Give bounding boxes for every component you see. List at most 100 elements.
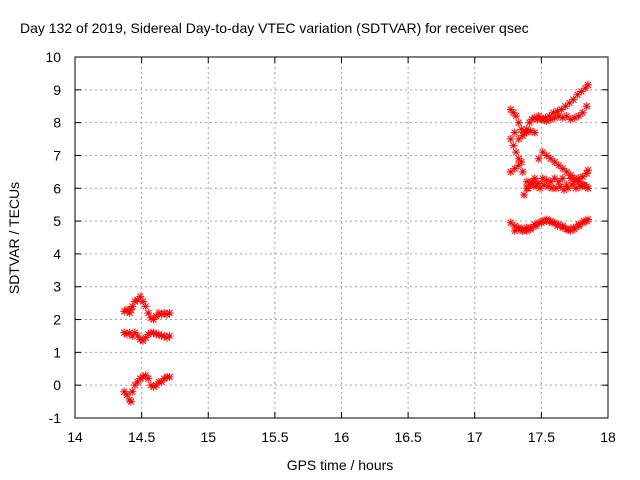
data-point xyxy=(162,310,171,319)
data-point xyxy=(545,112,554,121)
series-track-C xyxy=(120,371,174,406)
data-point xyxy=(568,180,577,189)
data-point xyxy=(522,223,531,232)
data-point xyxy=(520,190,529,199)
series-track-H xyxy=(524,180,593,194)
data-point xyxy=(510,128,519,137)
data-point xyxy=(554,177,563,186)
data-point xyxy=(126,397,135,406)
x-tick-label: 17.5 xyxy=(528,429,555,445)
data-point xyxy=(532,222,541,231)
data-point xyxy=(136,374,145,383)
data-point xyxy=(558,174,567,183)
data-point xyxy=(549,108,558,117)
y-tick-label: 3 xyxy=(53,279,61,295)
axis-ticks: 14 14.5 15 15.5 16 16.5 17 17.5 18 -1 0 1 2 3 4 5 6 7 8 9 10 xyxy=(45,49,616,445)
data-point xyxy=(126,305,135,314)
data-point xyxy=(548,218,557,227)
data-point xyxy=(584,184,593,193)
data-point xyxy=(136,292,145,301)
series-track-D xyxy=(506,80,593,137)
data-points xyxy=(120,80,593,406)
data-point xyxy=(574,220,583,229)
data-point xyxy=(572,184,581,193)
data-point xyxy=(518,226,527,235)
data-point xyxy=(154,330,163,339)
data-point xyxy=(160,374,169,383)
data-point xyxy=(561,102,570,111)
data-point xyxy=(546,115,555,124)
data-point xyxy=(514,118,523,127)
x-tick-label: 17 xyxy=(467,429,483,445)
data-point xyxy=(120,328,129,337)
data-point xyxy=(542,176,551,185)
data-point xyxy=(138,297,147,306)
data-point xyxy=(554,161,563,170)
data-point xyxy=(566,115,575,124)
data-point xyxy=(128,387,137,396)
x-tick-label: 16.5 xyxy=(395,429,422,445)
data-point xyxy=(522,177,531,186)
data-point xyxy=(576,182,585,191)
data-point xyxy=(540,180,549,189)
data-point xyxy=(569,95,578,104)
data-point xyxy=(550,113,559,122)
data-point xyxy=(510,164,519,173)
data-point xyxy=(554,112,563,121)
data-point xyxy=(538,174,547,183)
data-point xyxy=(528,180,537,189)
chart-title: Day 132 of 2019, Sidereal Day-to-day VTE… xyxy=(20,20,529,36)
data-point xyxy=(506,167,515,176)
x-tick-label: 15 xyxy=(200,429,216,445)
y-tick-label: 4 xyxy=(53,246,61,262)
data-point xyxy=(538,148,547,157)
data-point xyxy=(574,112,583,121)
y-tick-label: 2 xyxy=(53,312,61,328)
data-point xyxy=(514,135,523,144)
x-tick-label: 14 xyxy=(67,429,83,445)
data-point xyxy=(562,180,571,189)
series-track-A xyxy=(120,292,174,324)
data-point xyxy=(562,167,571,176)
data-point xyxy=(542,217,551,226)
data-point xyxy=(546,154,555,163)
y-tick-label: 10 xyxy=(45,49,61,65)
data-point xyxy=(584,166,593,175)
data-point xyxy=(565,98,574,107)
data-point xyxy=(584,80,593,89)
data-point xyxy=(526,225,535,234)
data-point xyxy=(530,113,539,122)
data-point xyxy=(564,184,573,193)
data-point xyxy=(582,102,591,111)
data-point xyxy=(146,313,155,322)
data-point xyxy=(557,105,566,114)
data-point xyxy=(544,182,553,191)
data-point xyxy=(542,116,551,125)
series-track-B xyxy=(120,328,174,345)
data-point xyxy=(558,223,567,232)
data-point xyxy=(160,331,169,340)
data-point xyxy=(569,223,578,232)
data-point xyxy=(136,335,145,344)
data-point xyxy=(165,308,174,317)
data-point xyxy=(141,302,150,311)
data-point xyxy=(582,169,591,178)
data-point xyxy=(530,128,539,137)
data-point xyxy=(532,182,541,191)
data-point xyxy=(522,128,531,137)
data-point xyxy=(553,222,562,231)
data-point xyxy=(550,158,559,167)
data-point xyxy=(510,222,519,231)
data-point xyxy=(542,151,551,160)
data-point xyxy=(560,185,569,194)
data-point xyxy=(149,328,158,337)
data-point xyxy=(553,107,562,116)
data-point xyxy=(566,174,575,183)
data-point xyxy=(122,330,131,339)
y-tick-label: 6 xyxy=(53,180,61,196)
data-point xyxy=(128,302,137,311)
data-point xyxy=(552,184,561,193)
data-point xyxy=(536,184,545,193)
data-point xyxy=(506,218,515,227)
